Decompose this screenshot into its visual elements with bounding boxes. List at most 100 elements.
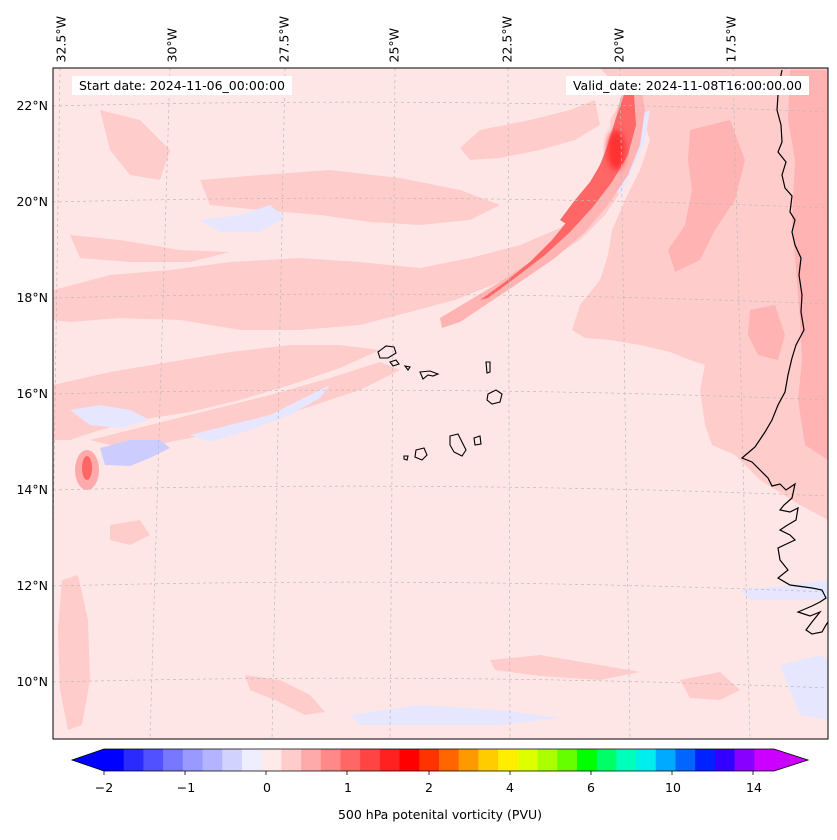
colorbar-segment bbox=[241, 749, 263, 771]
pv-patch-southwest bbox=[58, 575, 90, 730]
pv-negative-streak-3 bbox=[200, 205, 285, 232]
colorbar-segment bbox=[182, 749, 204, 771]
colorbar-segment bbox=[517, 749, 539, 771]
island-boa-vista bbox=[486, 389, 503, 405]
pv-negative-streak-2 bbox=[70, 405, 150, 428]
colorbar-segment bbox=[143, 749, 164, 771]
island-sao-vicente bbox=[389, 359, 400, 367]
colorbar-segment bbox=[104, 749, 125, 771]
lat-label-18n: 18°N bbox=[16, 290, 48, 305]
colorbar-segment bbox=[202, 749, 223, 771]
pv-band-northwest bbox=[100, 110, 170, 180]
lat-label-22n: 22°N bbox=[16, 98, 48, 113]
pv-negative-streak-5 bbox=[740, 580, 828, 600]
colorbar-segment bbox=[576, 749, 598, 771]
colorbar-segment bbox=[222, 749, 243, 771]
island-santiago bbox=[449, 433, 467, 457]
lon-label-22-5w: 22.5°W bbox=[499, 16, 515, 63]
pv-region-east bbox=[572, 68, 828, 520]
pv-band-west bbox=[53, 90, 650, 330]
colorbar-segment bbox=[379, 749, 401, 771]
colorbar-segment bbox=[655, 749, 677, 771]
island-sao-nicolau bbox=[419, 370, 440, 380]
colorbar bbox=[70, 748, 810, 775]
start-date-label: Start date: 2024-11-06_00:00:00 bbox=[72, 76, 292, 95]
pv-patch-south-1 bbox=[245, 675, 325, 715]
pv-band-mid bbox=[70, 235, 230, 262]
pv-negative-streak-4 bbox=[190, 385, 330, 442]
lat-label-16n: 16°N bbox=[16, 386, 48, 401]
colorbar-segment bbox=[320, 749, 342, 771]
pv-negative-streak-7 bbox=[350, 705, 560, 725]
lon-label-25w: 25°W bbox=[386, 27, 402, 63]
colorbar-tick-0: −2 bbox=[94, 780, 114, 795]
island-santo-antao bbox=[377, 345, 397, 359]
colorbar-segment bbox=[439, 749, 460, 771]
pv-field bbox=[53, 68, 828, 730]
pv-patch-south-2 bbox=[490, 655, 640, 680]
colorbar-segment bbox=[754, 749, 775, 771]
colorbar-extend-low bbox=[72, 749, 104, 771]
colorbar-segment bbox=[557, 749, 578, 771]
colorbar-label: 500 hPa potenital vorticity (PVU) bbox=[337, 807, 543, 822]
colorbar-segment bbox=[734, 749, 755, 771]
colorbar-tick-5: 4 bbox=[506, 780, 514, 795]
lat-label-20n: 20°N bbox=[16, 194, 48, 209]
graticule bbox=[53, 68, 828, 739]
island-maio bbox=[473, 435, 482, 446]
colorbar-tick-7: 10 bbox=[665, 780, 681, 795]
colorbar-segment bbox=[714, 749, 736, 771]
island-santa-luzia bbox=[403, 365, 411, 371]
colorbar-tick-3: 1 bbox=[344, 780, 352, 795]
colorbar-tick-8: 14 bbox=[746, 780, 762, 795]
africa-coastline bbox=[740, 69, 829, 635]
pv-band-top bbox=[460, 100, 600, 160]
pv-negative-streak-1 bbox=[100, 440, 170, 466]
colorbar-segment bbox=[360, 749, 381, 771]
pv-patch-south-4 bbox=[680, 672, 740, 700]
lon-label-30w: 30°W bbox=[164, 27, 180, 63]
lon-label-20w: 20°W bbox=[611, 27, 627, 63]
colorbar-segment bbox=[478, 749, 499, 771]
colorbar-tick-2: 0 bbox=[263, 780, 271, 795]
lat-label-12n: 12°N bbox=[16, 578, 48, 593]
colorbar-extend-high bbox=[774, 749, 808, 771]
pv-patch-south-3 bbox=[110, 520, 150, 545]
pv-region-coast-patch bbox=[748, 305, 785, 360]
colorbar-segment bbox=[281, 749, 302, 771]
colorbar-segment bbox=[498, 749, 519, 771]
colorbar-segment bbox=[458, 749, 480, 771]
colorbar-tick-6: 6 bbox=[587, 780, 595, 795]
pv-negative-streak-6 bbox=[780, 655, 828, 720]
lat-label-10n: 10°N bbox=[16, 674, 48, 689]
colorbar-segment bbox=[419, 749, 440, 771]
pv-filament-max bbox=[607, 130, 625, 170]
colorbar-segment bbox=[695, 749, 716, 771]
colorbar-segment bbox=[340, 749, 361, 771]
colorbar-segment bbox=[399, 749, 420, 771]
pv-blob-west-inner bbox=[82, 456, 92, 480]
colorbar-segment bbox=[261, 749, 282, 771]
colorbar-segment bbox=[596, 749, 617, 771]
colorbar-segment bbox=[636, 749, 657, 771]
cape-verde-islands bbox=[377, 345, 503, 461]
pv-region-east-darker bbox=[668, 120, 745, 272]
map-frame bbox=[52, 67, 829, 740]
lon-label-32-5w: 32.5°W bbox=[53, 16, 69, 63]
pv-band-south-2 bbox=[90, 362, 400, 450]
colorbar-segment bbox=[675, 749, 696, 771]
colorbar-segment bbox=[616, 749, 637, 771]
colorbar-segment bbox=[301, 749, 322, 771]
colorbar-tick-1: −1 bbox=[176, 780, 196, 795]
lon-label-27-5w: 27.5°W bbox=[276, 16, 292, 63]
colorbar-tick-4: 2 bbox=[425, 780, 433, 795]
colorbar-segment bbox=[537, 749, 558, 771]
colorbar-segment bbox=[123, 749, 145, 771]
lat-label-14n: 14°N bbox=[16, 482, 48, 497]
island-sal bbox=[485, 361, 491, 374]
island-brava bbox=[403, 455, 409, 461]
colorbar-segment bbox=[163, 749, 184, 771]
valid-date-label: Valid_date: 2024-11-08T16:00:00.00 bbox=[565, 76, 809, 95]
